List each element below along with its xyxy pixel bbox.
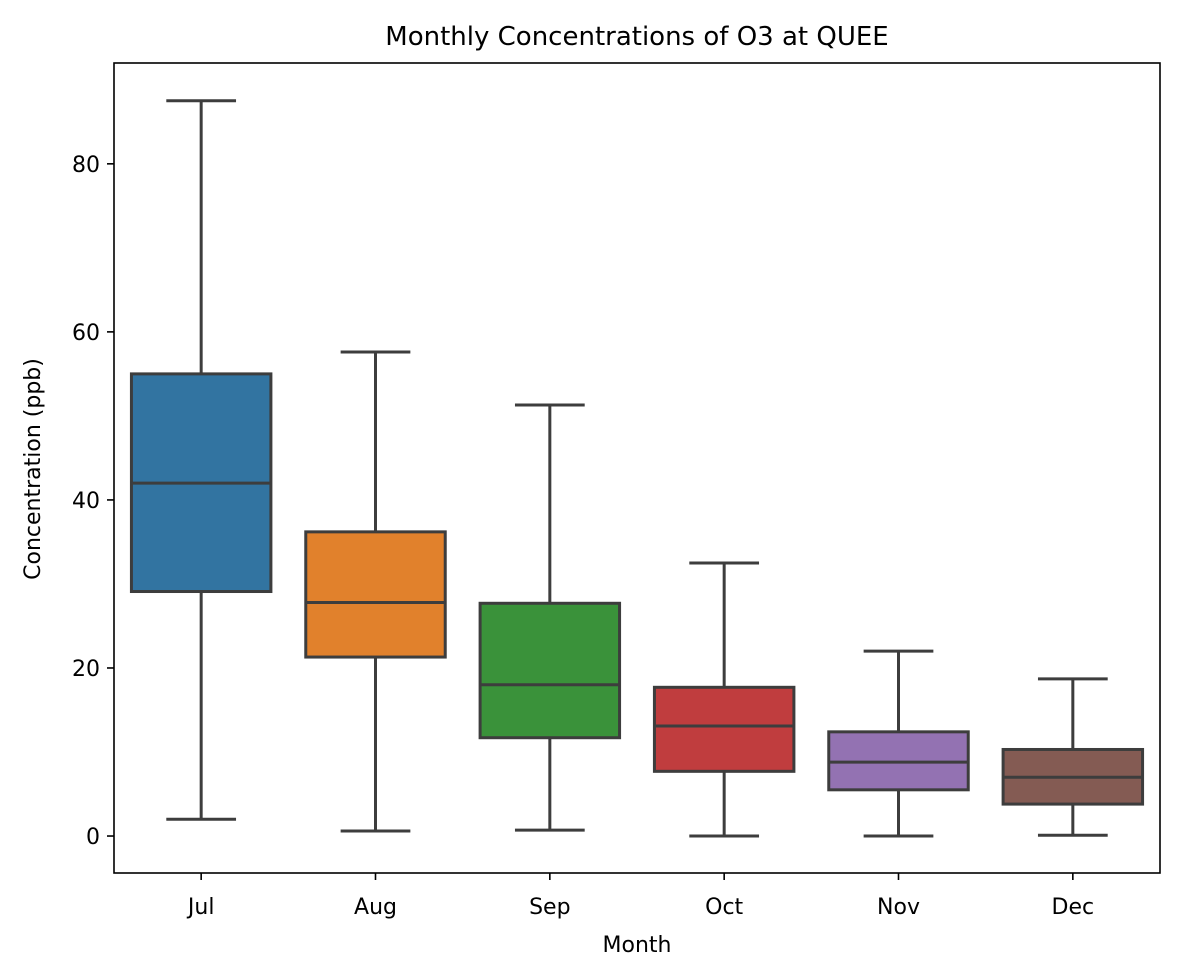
x-axis-label: Month bbox=[603, 933, 672, 958]
chart-title: Monthly Concentrations of O3 at QUEE bbox=[385, 22, 888, 52]
y-tick-label: 60 bbox=[72, 321, 100, 346]
box-oct bbox=[652, 685, 796, 773]
y-tick-label: 80 bbox=[72, 153, 100, 178]
box-aug bbox=[304, 530, 447, 659]
x-tick-label: Sep bbox=[529, 895, 570, 920]
axes-frame bbox=[113, 62, 1161, 874]
x-tick-label: Jul bbox=[186, 895, 215, 920]
y-tick-label: 40 bbox=[72, 489, 100, 514]
box-sep bbox=[478, 601, 622, 740]
plot-area bbox=[129, 99, 1145, 838]
axes: 0 20 40 60 80 Jul Aug Sep Oct Nov Dec bbox=[72, 62, 1161, 920]
box-group-aug bbox=[304, 350, 447, 833]
box-group-oct bbox=[652, 561, 796, 838]
box-group-nov bbox=[827, 649, 970, 838]
x-tick-label: Oct bbox=[705, 895, 743, 920]
y-tick-label: 20 bbox=[72, 657, 100, 682]
box-group-jul bbox=[129, 99, 273, 821]
box-group-sep bbox=[478, 403, 622, 832]
y-tick-label: 0 bbox=[86, 825, 100, 850]
box-group-dec bbox=[1001, 677, 1145, 837]
x-tick-label: Aug bbox=[354, 895, 397, 920]
x-tick-label: Dec bbox=[1052, 895, 1095, 920]
y-axis-label: Concentration (ppb) bbox=[21, 358, 46, 580]
x-tick-label: Nov bbox=[877, 895, 920, 920]
